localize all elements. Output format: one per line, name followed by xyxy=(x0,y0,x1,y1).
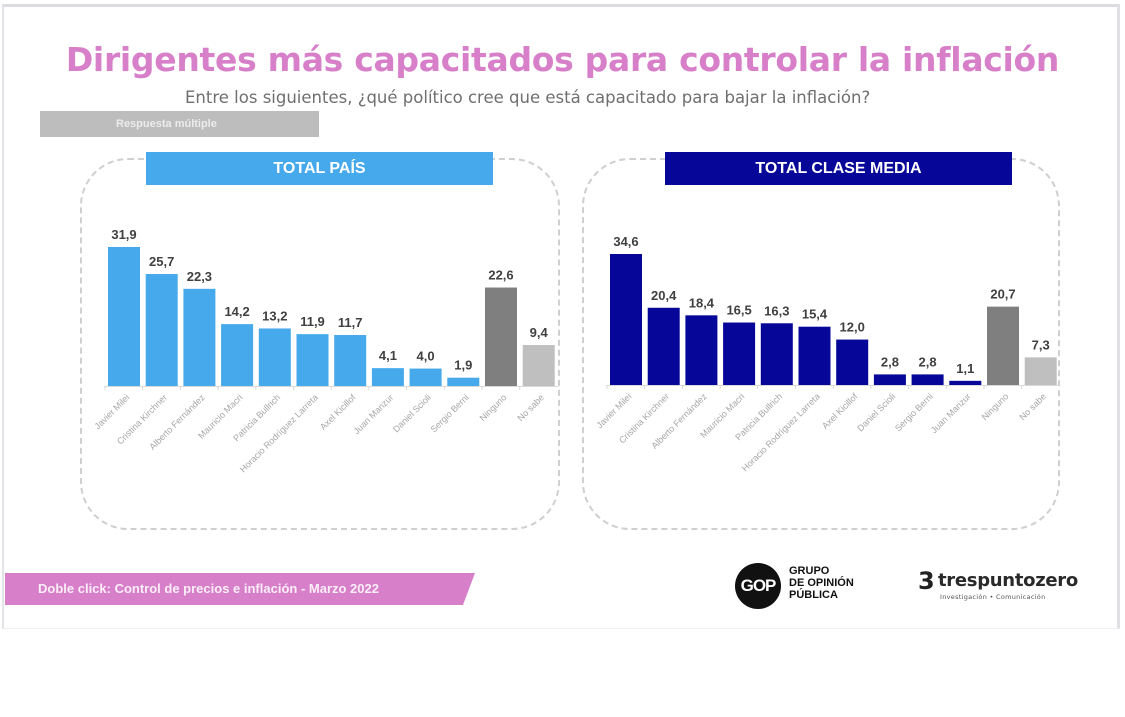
bar xyxy=(949,380,982,385)
bar-value-label: 16,3 xyxy=(764,303,789,318)
bar xyxy=(685,315,718,385)
bar-value-label: 22,6 xyxy=(488,268,513,283)
category-label: Daniel Scioli xyxy=(391,392,433,434)
bar-value-label: 18,4 xyxy=(689,295,715,310)
bar xyxy=(108,247,140,386)
footer-band xyxy=(5,573,475,605)
bar xyxy=(371,368,404,386)
bar xyxy=(258,328,291,386)
bar xyxy=(522,345,555,386)
bar xyxy=(221,324,254,386)
gop-logo-mark: GOP xyxy=(735,563,781,609)
bar xyxy=(723,322,756,385)
bar xyxy=(987,306,1019,385)
trespuntozero-logo-mark: 3 xyxy=(918,567,935,595)
bar xyxy=(447,377,480,386)
category-label: Ninguno xyxy=(980,391,1011,422)
trespuntozero-logo-tagline: Investigación • Comunicación xyxy=(940,593,1046,601)
category-label: No sabe xyxy=(1017,391,1048,422)
bar xyxy=(798,326,831,385)
bar-value-label: 2,8 xyxy=(881,354,899,369)
bar-value-label: 4,1 xyxy=(379,348,397,363)
trespuntozero-logo-name: trespuntozero xyxy=(938,570,1078,591)
bar xyxy=(610,254,642,385)
bar-value-label: 20,7 xyxy=(990,287,1015,302)
chart-title-total-pais: TOTAL PAÍS xyxy=(146,152,493,185)
slide-title: Dirigentes más capacitados para controla… xyxy=(65,40,1060,79)
bar-value-label: 22,3 xyxy=(187,269,212,284)
category-label: Horacio Rodríguez Larreta xyxy=(238,392,320,474)
bar-value-label: 31,9 xyxy=(111,227,136,242)
category-label: Sergio Berni xyxy=(429,392,471,434)
bar xyxy=(873,374,906,385)
chart-title-clase-media: TOTAL CLASE MEDIA xyxy=(665,152,1012,185)
bar-value-label: 13,2 xyxy=(262,308,287,323)
footer-text: Doble click: Control de precios e inflac… xyxy=(38,581,379,596)
bar xyxy=(647,307,680,385)
bar-value-label: 16,5 xyxy=(726,303,751,318)
bar-value-label: 20,4 xyxy=(651,288,677,303)
bar-value-label: 1,1 xyxy=(956,361,974,376)
gop-line-3: PÚBLICA xyxy=(789,589,838,601)
category-label: Juan Manzur xyxy=(351,392,395,436)
bar xyxy=(183,288,216,386)
bar-value-label: 25,7 xyxy=(149,254,174,269)
bar-value-label: 7,3 xyxy=(1032,337,1050,352)
bar xyxy=(1024,357,1057,385)
bar-value-label: 9,4 xyxy=(530,325,549,340)
category-label: Juan Manzur xyxy=(929,391,973,435)
category-label: Axel Kicillof xyxy=(820,391,860,431)
category-label: Javier Milei xyxy=(93,392,132,431)
bar-value-label: 4,0 xyxy=(417,349,435,364)
category-label: Daniel Scioli xyxy=(855,391,897,433)
bar-value-label: 1,9 xyxy=(454,358,472,373)
category-label: Axel Kicillof xyxy=(318,392,358,432)
bar xyxy=(485,287,517,386)
bar-value-label: 2,8 xyxy=(919,354,937,369)
bar-value-label: 14,2 xyxy=(224,304,249,319)
bar-value-label: 11,7 xyxy=(338,315,363,330)
bar-value-label: 11,9 xyxy=(300,314,325,329)
gop-logo-text: GRUPO DE OPINIÓN PÚBLICA xyxy=(789,565,889,601)
gop-line-1: GRUPO xyxy=(789,565,830,577)
category-label: Javier Milei xyxy=(595,391,634,430)
category-label: Horacio Rodríguez Larreta xyxy=(740,391,822,473)
bar-value-label: 15,4 xyxy=(802,307,828,322)
bar-value-label: 34,6 xyxy=(613,234,638,249)
bar xyxy=(836,339,869,385)
bar xyxy=(145,274,178,386)
slide-subtitle: Entre los siguientes, ¿qué político cree… xyxy=(185,88,871,107)
bar xyxy=(409,368,442,386)
response-type-tag: Respuesta múltiple xyxy=(40,111,319,137)
bar xyxy=(760,323,793,385)
bar xyxy=(296,334,329,386)
gop-line-2: DE OPINIÓN xyxy=(789,577,854,589)
bar xyxy=(911,374,944,385)
category-label: No sabe xyxy=(515,392,546,423)
category-label: Ninguno xyxy=(478,392,509,423)
bar-value-label: 12,0 xyxy=(840,320,865,335)
bar xyxy=(334,335,367,386)
